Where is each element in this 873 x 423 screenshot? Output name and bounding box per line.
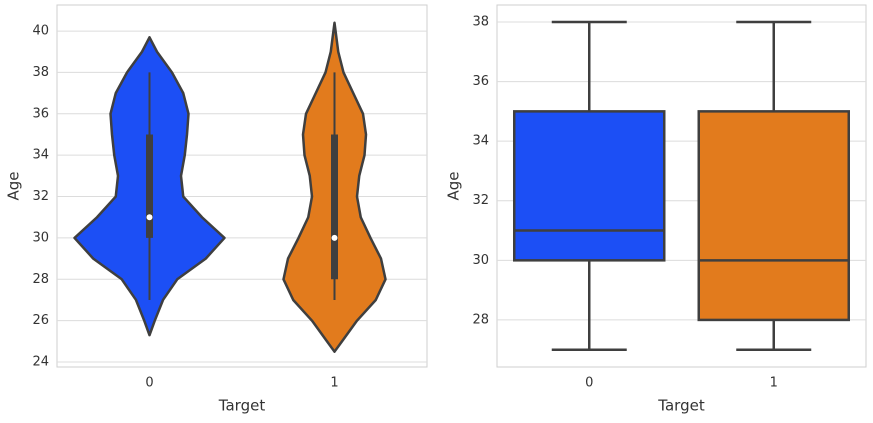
- median-dot: [331, 234, 338, 241]
- x-tick-label: 1: [770, 376, 778, 391]
- y-tick-label: 34: [472, 134, 489, 149]
- y-tick-label: 30: [472, 253, 489, 268]
- x-tick-label: 0: [145, 376, 153, 391]
- y-tick-label: 24: [32, 355, 49, 370]
- x-axis-label: Target: [218, 397, 266, 415]
- y-tick-label: 28: [32, 272, 49, 287]
- x-axis-label: Target: [657, 397, 705, 415]
- y-tick-label: 36: [32, 106, 49, 121]
- median-dot: [146, 214, 153, 221]
- y-tick-label: 28: [472, 312, 489, 327]
- y-tick-label: 34: [32, 148, 49, 163]
- y-tick-label: 32: [32, 189, 49, 204]
- y-tick-label: 26: [32, 313, 49, 328]
- y-tick-label: 36: [472, 74, 489, 89]
- y-tick-label: 38: [472, 14, 489, 29]
- y-tick-label: 38: [32, 65, 49, 80]
- plot-frame: [56, 4, 428, 368]
- box: [513, 110, 666, 262]
- y-axis-label: Age: [445, 171, 463, 200]
- y-axis-label: Age: [5, 171, 23, 200]
- y-tick-label: 40: [32, 24, 49, 39]
- y-tick-label: 32: [472, 193, 489, 208]
- x-tick-label: 1: [330, 376, 338, 391]
- x-tick-label: 0: [585, 376, 593, 391]
- box: [697, 110, 850, 322]
- y-tick-label: 30: [32, 230, 49, 245]
